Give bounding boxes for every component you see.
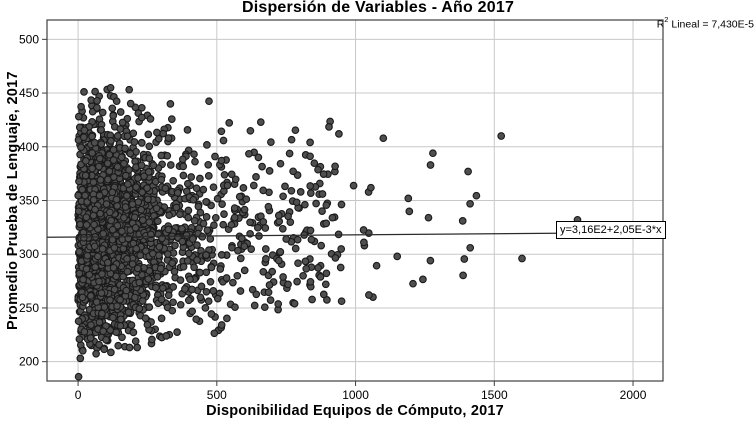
svg-text:500: 500 <box>207 388 227 402</box>
svg-text:500: 500 <box>19 32 39 46</box>
svg-text:1500: 1500 <box>481 388 508 402</box>
r-squared-superscript: 2 <box>664 15 669 24</box>
svg-text:200: 200 <box>19 355 39 369</box>
svg-text:350: 350 <box>19 194 39 208</box>
chart-title: Dispersión de Variables - Año 2017 <box>241 0 515 16</box>
r-squared-annotation: R2 Lineal = 7,430E-5 <box>656 15 754 31</box>
r-squared-value: Lineal = 7,430E-5 <box>668 18 754 31</box>
svg-text:1000: 1000 <box>342 388 369 402</box>
svg-text:300: 300 <box>19 247 39 261</box>
svg-text:400: 400 <box>19 140 39 154</box>
svg-text:0: 0 <box>75 388 82 402</box>
x-axis-title: Disponibilidad Equipos de Cómputo, 2017 <box>206 403 504 419</box>
r-squared-prefix: R <box>656 18 665 31</box>
svg-text:450: 450 <box>19 86 39 100</box>
svg-text:2000: 2000 <box>620 388 647 402</box>
svg-text:250: 250 <box>19 301 39 315</box>
regression-equation-label: y=3,16E2+2,05E-3*x <box>556 221 666 239</box>
